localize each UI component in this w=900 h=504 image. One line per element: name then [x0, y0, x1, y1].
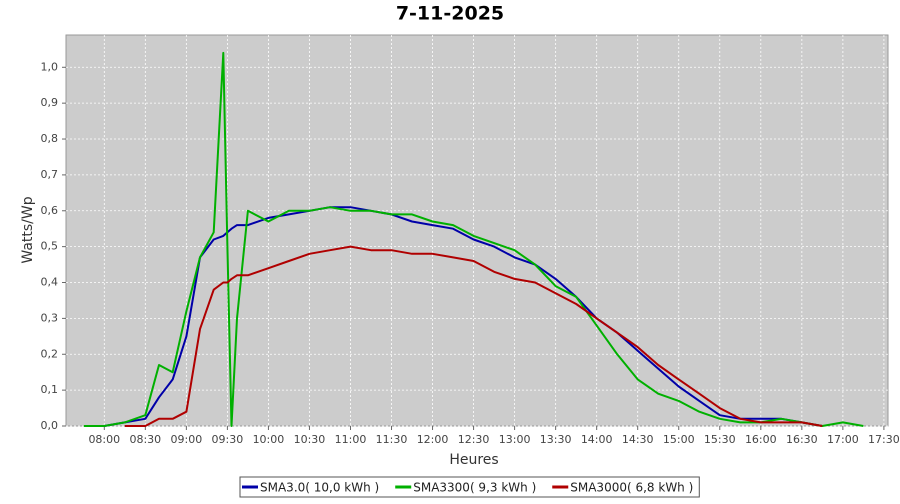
x-tick-label: 17:30 [868, 433, 900, 446]
y-tick-label: 0,6 [41, 204, 59, 217]
x-tick-label: 16:00 [745, 433, 777, 446]
x-tick-label: 13:30 [540, 433, 572, 446]
x-tick-label: 14:30 [622, 433, 654, 446]
x-tick-label: 14:00 [581, 433, 613, 446]
y-tick-label: 0,0 [41, 419, 59, 432]
y-tick-label: 0,9 [41, 96, 59, 109]
series-line [124, 245, 823, 427]
legend-box [239, 476, 700, 498]
x-tick-label: 15:30 [704, 433, 736, 446]
legend-label: SMA3300( 9,3 kWh ) [413, 481, 536, 495]
y-tick-label: 0,3 [41, 311, 59, 324]
x-tick-label: 12:30 [458, 433, 490, 446]
x-tick-label: 09:00 [171, 433, 203, 446]
x-tick-label: 17:00 [827, 433, 859, 446]
x-tick-label: 11:00 [335, 433, 367, 446]
chart-title: 7-11-2025 [396, 3, 504, 25]
series-line [83, 51, 864, 427]
y-tick-label: 1,0 [41, 60, 59, 73]
x-tick-label: 10:00 [253, 433, 285, 446]
y-tick-label: 0,4 [41, 276, 59, 289]
y-axis-label: Watts/Wp [20, 196, 36, 263]
x-tick-label: 15:00 [663, 433, 695, 446]
y-tick-label: 0,2 [41, 347, 59, 360]
y-tick-label: 0,8 [41, 132, 59, 145]
x-tick-label: 11:30 [376, 433, 408, 446]
x-tick-label: 16:30 [786, 433, 818, 446]
legend: SMA3.0( 10,0 kWh ) SMA3300( 9,3 kWh ) SMA3… [239, 476, 700, 498]
x-tick-label: 10:30 [294, 433, 326, 446]
x-tick-label: 08:00 [88, 433, 120, 446]
legend-label: SMA3.0( 10,0 kWh ) [260, 481, 379, 495]
x-tick-label: 08:30 [129, 433, 161, 446]
x-tick-label: 13:00 [499, 433, 531, 446]
x-axis-label: Heures [449, 452, 498, 468]
series-line [104, 206, 823, 427]
y-tick-label: 0,5 [41, 240, 59, 253]
y-tick-label: 0,7 [41, 168, 59, 181]
x-tick-label: 12:00 [417, 433, 449, 446]
plot-area [65, 34, 889, 427]
legend-label: SMA3000( 6,8 kWh ) [570, 481, 693, 495]
y-tick-label: 0,1 [41, 383, 59, 396]
x-tick-label: 09:30 [212, 433, 244, 446]
